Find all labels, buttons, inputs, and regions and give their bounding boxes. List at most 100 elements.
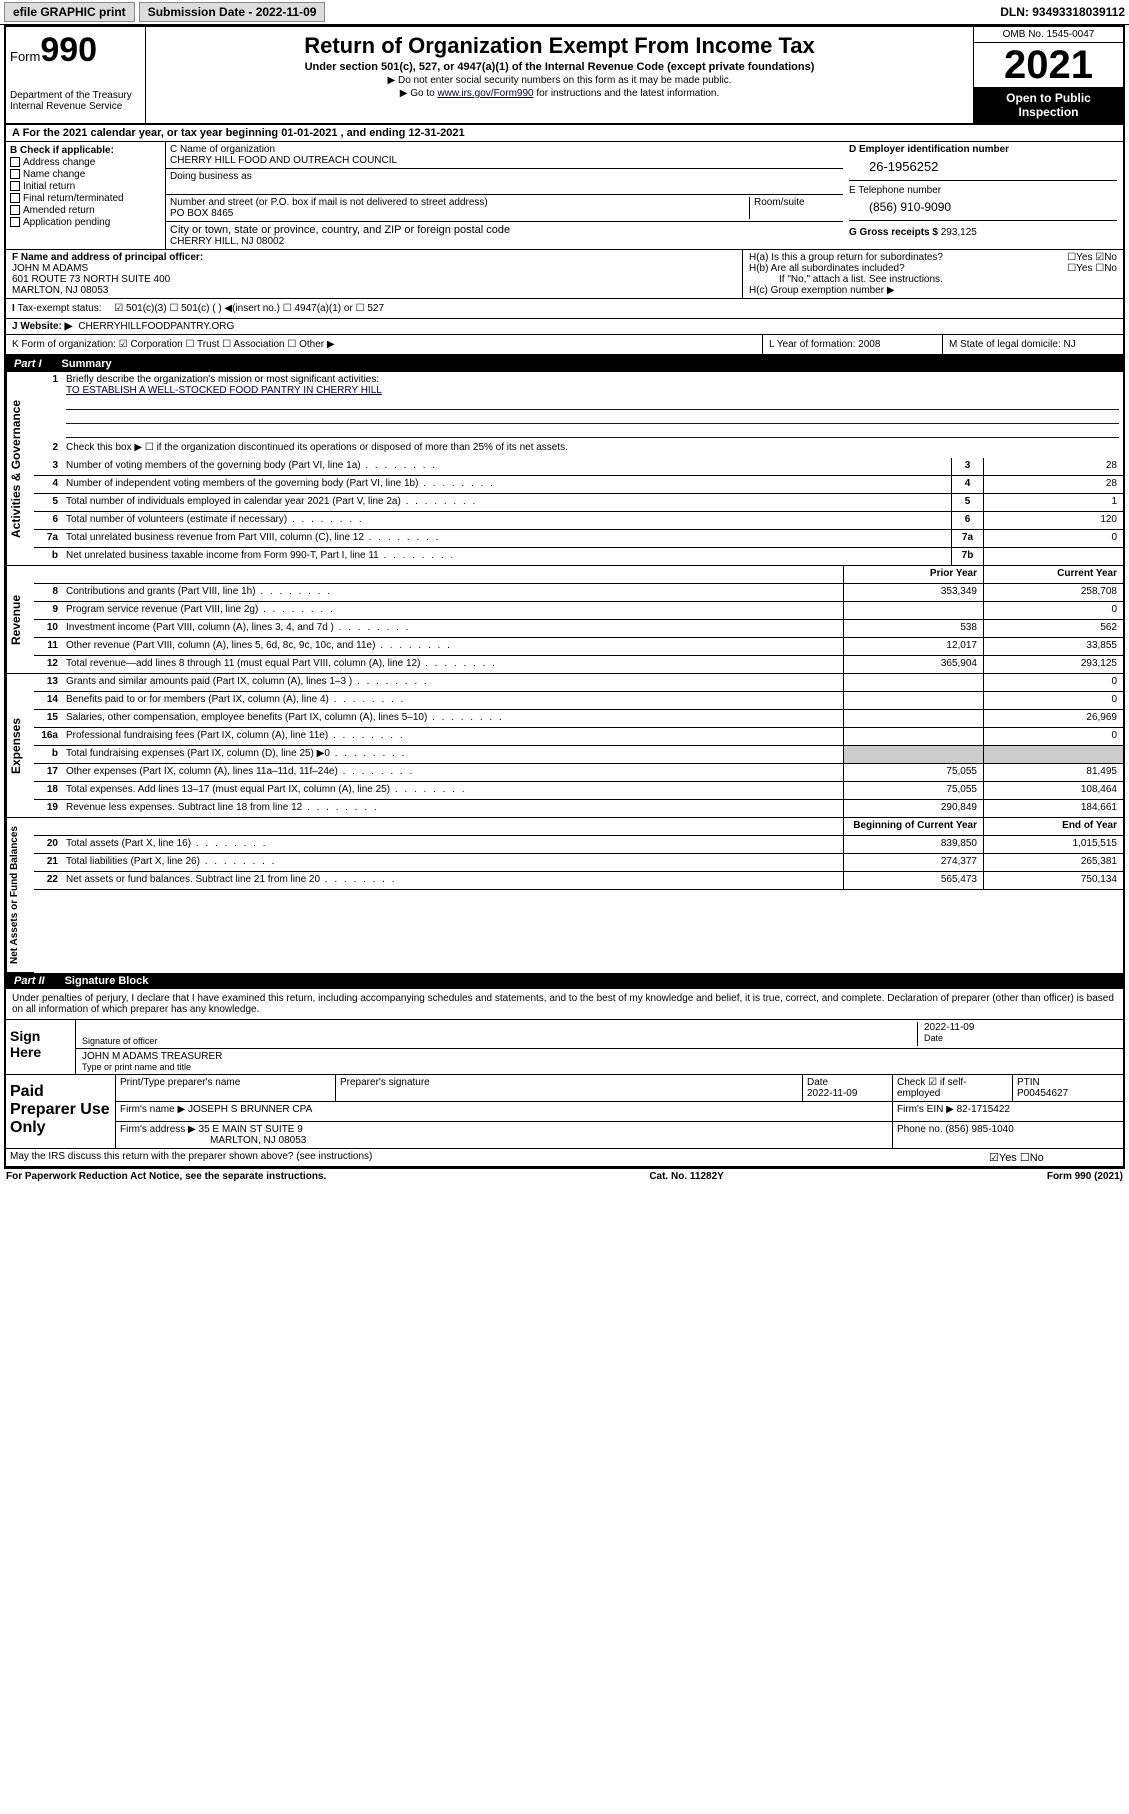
table-row: 3 Number of voting members of the govern…	[34, 458, 1123, 476]
mission-text: TO ESTABLISH A WELL-STOCKED FOOD PANTRY …	[66, 385, 1119, 396]
governance-section: Activities & Governance 1 Briefly descri…	[6, 372, 1123, 566]
hb-label: H(b) Are all subordinates included?	[749, 263, 905, 274]
firm-ein: 82-1715422	[957, 1104, 1010, 1115]
room-label: Room/suite	[749, 197, 839, 219]
self-employed-check: Check ☑ if self-employed	[893, 1075, 1013, 1101]
sign-here-label: Sign Here	[6, 1020, 76, 1074]
table-row: 7a Total unrelated business revenue from…	[34, 530, 1123, 548]
end-year-hdr: End of Year	[983, 818, 1123, 835]
prep-sig-label: Preparer's signature	[336, 1075, 803, 1101]
side-revenue: Revenue	[6, 566, 34, 674]
side-expenses: Expenses	[6, 674, 34, 818]
lbl-amended: Amended return	[23, 205, 95, 216]
expenses-section: Expenses 13 Grants and similar amounts p…	[6, 674, 1123, 818]
chk-pending[interactable]	[10, 217, 20, 227]
note-ssn: ▶ Do not enter social security numbers o…	[154, 75, 965, 86]
table-row: 21 Total liabilities (Part X, line 26) 2…	[34, 854, 1123, 872]
gross-value: 293,125	[941, 227, 977, 238]
chk-final[interactable]	[10, 193, 20, 203]
paid-label: Paid Preparer Use Only	[6, 1075, 116, 1148]
officer-name: JOHN M ADAMS	[12, 263, 736, 274]
paid-preparer-row: Paid Preparer Use Only Print/Type prepar…	[6, 1075, 1123, 1149]
part2-title: Signature Block	[65, 975, 149, 987]
sig-date: 2022-11-09	[924, 1022, 1117, 1033]
table-row: 13 Grants and similar amounts paid (Part…	[34, 674, 1123, 692]
ptin-value: P00454627	[1017, 1088, 1068, 1099]
block-d: D Employer identification number 26-1956…	[843, 142, 1123, 249]
table-row: 12 Total revenue—add lines 8 through 11 …	[34, 656, 1123, 674]
line2-text: Check this box ▶ ☐ if the organization d…	[62, 440, 1123, 458]
page-footer: For Paperwork Reduction Act Notice, see …	[0, 1169, 1129, 1184]
discuss-row: May the IRS discuss this return with the…	[6, 1149, 1123, 1167]
ha-ans: ☐Yes ☑No	[1067, 252, 1117, 263]
prep-date: 2022-11-09	[807, 1088, 857, 1099]
type-label: Type or print name and title	[82, 1062, 1117, 1072]
officer-addr2: MARLTON, NJ 08053	[12, 285, 736, 296]
table-row: 16a Professional fundraising fees (Part …	[34, 728, 1123, 746]
begin-year-hdr: Beginning of Current Year	[843, 818, 983, 835]
table-row: 11 Other revenue (Part VIII, column (A),…	[34, 638, 1123, 656]
firm-addr2: MARLTON, NJ 08053	[210, 1135, 306, 1146]
tax-year: 2021	[974, 43, 1123, 87]
form-subtitle: Under section 501(c), 527, or 4947(a)(1)…	[154, 61, 965, 73]
lbl-address: Address change	[23, 157, 95, 168]
table-row: 15 Salaries, other compensation, employe…	[34, 710, 1123, 728]
website-label: J Website: ▶	[12, 321, 72, 332]
footer-left: For Paperwork Reduction Act Notice, see …	[6, 1171, 326, 1182]
block-c: C Name of organization CHERRY HILL FOOD …	[166, 142, 843, 249]
section-f: F Name and address of principal officer:…	[6, 250, 1123, 299]
m-state: M State of legal domicile: NJ	[943, 335, 1123, 354]
irs-link[interactable]: www.irs.gov/Form990	[437, 88, 533, 99]
part2-header: Part II Signature Block	[6, 973, 1123, 989]
city-value: CHERRY HILL, NJ 08002	[170, 236, 839, 247]
phone-label: E Telephone number	[849, 185, 1117, 196]
form-container: Form990 Department of the Treasury Inter…	[4, 25, 1125, 1169]
sig-officer-label: Signature of officer	[82, 1036, 917, 1046]
firm-phone-label: Phone no.	[897, 1124, 943, 1135]
officer-name-title: JOHN M ADAMS TREASURER	[82, 1051, 1117, 1062]
efile-button[interactable]: efile GRAPHIC print	[4, 2, 135, 22]
part1-title: Summary	[62, 358, 112, 370]
city-label: City or town, state or province, country…	[170, 224, 839, 236]
firm-addr1: 35 E MAIN ST SUITE 9	[199, 1124, 303, 1135]
table-row: 18 Total expenses. Add lines 13–17 (must…	[34, 782, 1123, 800]
table-row: 10 Investment income (Part VIII, column …	[34, 620, 1123, 638]
l-year: L Year of formation: 2008	[763, 335, 943, 354]
line1-label: Briefly describe the organization's miss…	[66, 374, 1119, 385]
ein-value: 26-1956252	[849, 155, 1117, 174]
officer-label: F Name and address of principal officer:	[12, 252, 736, 263]
part2-label: Part II	[14, 975, 45, 987]
lbl-pending: Application pending	[23, 217, 110, 228]
block-b-label: B Check if applicable:	[10, 145, 161, 156]
firm-name: JOSEPH S BRUNNER CPA	[188, 1104, 312, 1115]
period-row: A For the 2021 calendar year, or tax yea…	[6, 125, 1123, 142]
chk-name[interactable]	[10, 169, 20, 179]
tax-status-row: I Tax-exempt status: ☑ 501(c)(3) ☐ 501(c…	[6, 299, 1123, 319]
table-row: b Net unrelated business taxable income …	[34, 548, 1123, 566]
date-label: Date	[924, 1033, 1117, 1043]
k-org-form: K Form of organization: ☑ Corporation ☐ …	[6, 335, 763, 354]
table-row: 4 Number of independent voting members o…	[34, 476, 1123, 494]
ha-label: H(a) Is this a group return for subordin…	[749, 252, 943, 263]
ein-label: D Employer identification number	[849, 144, 1117, 155]
tax-status-opts: ☑ 501(c)(3) ☐ 501(c) ( ) ◀(insert no.) ☐…	[114, 303, 384, 314]
firm-addr-label: Firm's address ▶	[120, 1124, 196, 1135]
footer-right: Form 990 (2021)	[1047, 1171, 1123, 1182]
org-name: CHERRY HILL FOOD AND OUTREACH COUNCIL	[170, 155, 839, 166]
chk-amended[interactable]	[10, 205, 20, 215]
blocks-bcd: B Check if applicable: Address change Na…	[6, 142, 1123, 250]
chk-initial[interactable]	[10, 181, 20, 191]
table-row: 14 Benefits paid to or for members (Part…	[34, 692, 1123, 710]
chk-address[interactable]	[10, 157, 20, 167]
side-net: Net Assets or Fund Balances	[6, 818, 34, 973]
tax-status-label: Tax-exempt status:	[18, 303, 102, 314]
addr-value: PO BOX 8465	[170, 208, 749, 219]
table-row: 8 Contributions and grants (Part VIII, l…	[34, 584, 1123, 602]
topbar: efile GRAPHIC print Submission Date - 20…	[0, 0, 1129, 25]
firm-phone: (856) 985-1040	[945, 1124, 1013, 1135]
table-row: 6 Total number of volunteers (estimate i…	[34, 512, 1123, 530]
public-inspection: Open to Public Inspection	[974, 87, 1123, 123]
gross-label: G Gross receipts $	[849, 227, 941, 238]
goto-suffix: for instructions and the latest informat…	[534, 88, 720, 99]
net-assets-section: Net Assets or Fund Balances Beginning of…	[6, 818, 1123, 973]
